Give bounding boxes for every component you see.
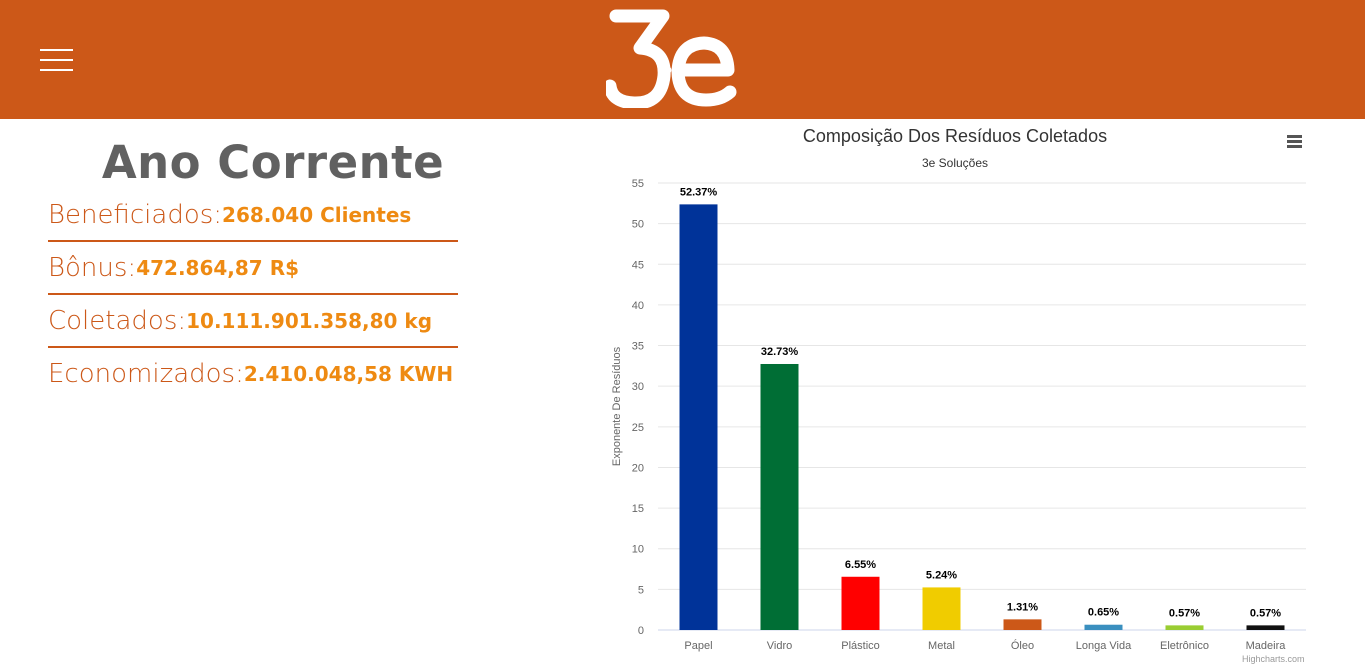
y-tick-label: 5 (638, 584, 644, 596)
bar-chart: 0 5 10 15 20 25 30 35 40 45 50 55 Exponente De Resíd… (611, 178, 1306, 652)
stat-label: Economizados: (48, 359, 244, 389)
bar-madeira (1246, 625, 1285, 630)
y-tick-label: 30 (632, 381, 644, 393)
stats-title: Ano Corrente (101, 136, 445, 189)
bar-plástico (841, 576, 880, 630)
header-bar (0, 0, 1365, 119)
data-label: 5.24% (926, 569, 957, 581)
y-tick-label: 25 (632, 422, 644, 434)
data-label: 0.57% (1250, 607, 1281, 619)
chart-credits[interactable]: Highcharts.com (1242, 654, 1305, 664)
bar-longa-vida (1084, 624, 1123, 630)
stat-value: 268.040 Clientes (222, 203, 412, 227)
bar-metal (922, 587, 961, 630)
bar-óleo (1003, 619, 1042, 630)
stat-label: Coletados: (48, 306, 187, 336)
data-label: 52.37% (680, 186, 718, 198)
x-tick-label: Óleo (1011, 639, 1034, 652)
context-menu-icon[interactable] (1282, 130, 1308, 152)
data-label: 32.73% (761, 346, 799, 358)
x-tick-label: Eletrônico (1160, 640, 1209, 652)
stat-value: 2.410.048,58 KWH (243, 362, 454, 386)
stats-panel: Ano Corrente Beneficiados: 268.040 Client… (48, 130, 518, 399)
x-tick-label: Vidro (767, 640, 792, 652)
y-tick-label: 55 (632, 178, 644, 190)
bar-eletrônico (1165, 625, 1204, 630)
data-label: 1.31% (1007, 601, 1038, 613)
stat-row-coletados: Coletados: 10.111.901.358,80 kg (48, 295, 458, 348)
stat-value: 472.864,87 R$ (136, 256, 300, 280)
stat-label: Beneficiados: (48, 200, 223, 230)
chart-subtitle: 3e Soluções (921, 156, 989, 170)
stat-row-beneficiados: Beneficiados: 268.040 Clientes (48, 189, 458, 242)
x-tick-label: Metal (928, 640, 955, 652)
y-tick-label: 10 (632, 544, 644, 556)
chart-title: Composição Dos Resíduos Coletados (802, 126, 1108, 146)
x-tick-label: Madeira (1246, 640, 1287, 652)
y-tick-label: 35 (632, 341, 644, 353)
brand-logo-3e[interactable] (606, 8, 738, 108)
y-tick-label: 45 (632, 259, 644, 271)
bar-papel (679, 204, 718, 630)
x-tick-label: Plástico (841, 640, 880, 652)
y-tick-label: 0 (638, 625, 644, 637)
hamburger-menu-icon[interactable] (40, 47, 74, 73)
x-tick-label: Longa Vida (1076, 640, 1132, 652)
y-axis-title: Exponente De Resíduos (611, 346, 623, 466)
y-tick-label: 50 (632, 219, 644, 231)
data-label: 0.65% (1088, 607, 1119, 619)
stat-row-economizados: Economizados: 2.410.048,58 KWH (48, 348, 518, 399)
y-tick-label: 15 (632, 503, 644, 515)
y-tick-label: 20 (632, 462, 644, 474)
stat-value: 10.111.901.358,80 kg (186, 309, 433, 333)
y-tick-label: 40 (632, 300, 644, 312)
data-label: 6.55% (845, 559, 876, 571)
x-tick-label: Papel (684, 640, 712, 652)
stat-row-bonus: Bônus: 472.864,87 R$ (48, 242, 458, 295)
data-label: 0.57% (1169, 607, 1200, 619)
bar-vidro (760, 363, 799, 630)
stat-label: Bônus: (48, 253, 137, 283)
